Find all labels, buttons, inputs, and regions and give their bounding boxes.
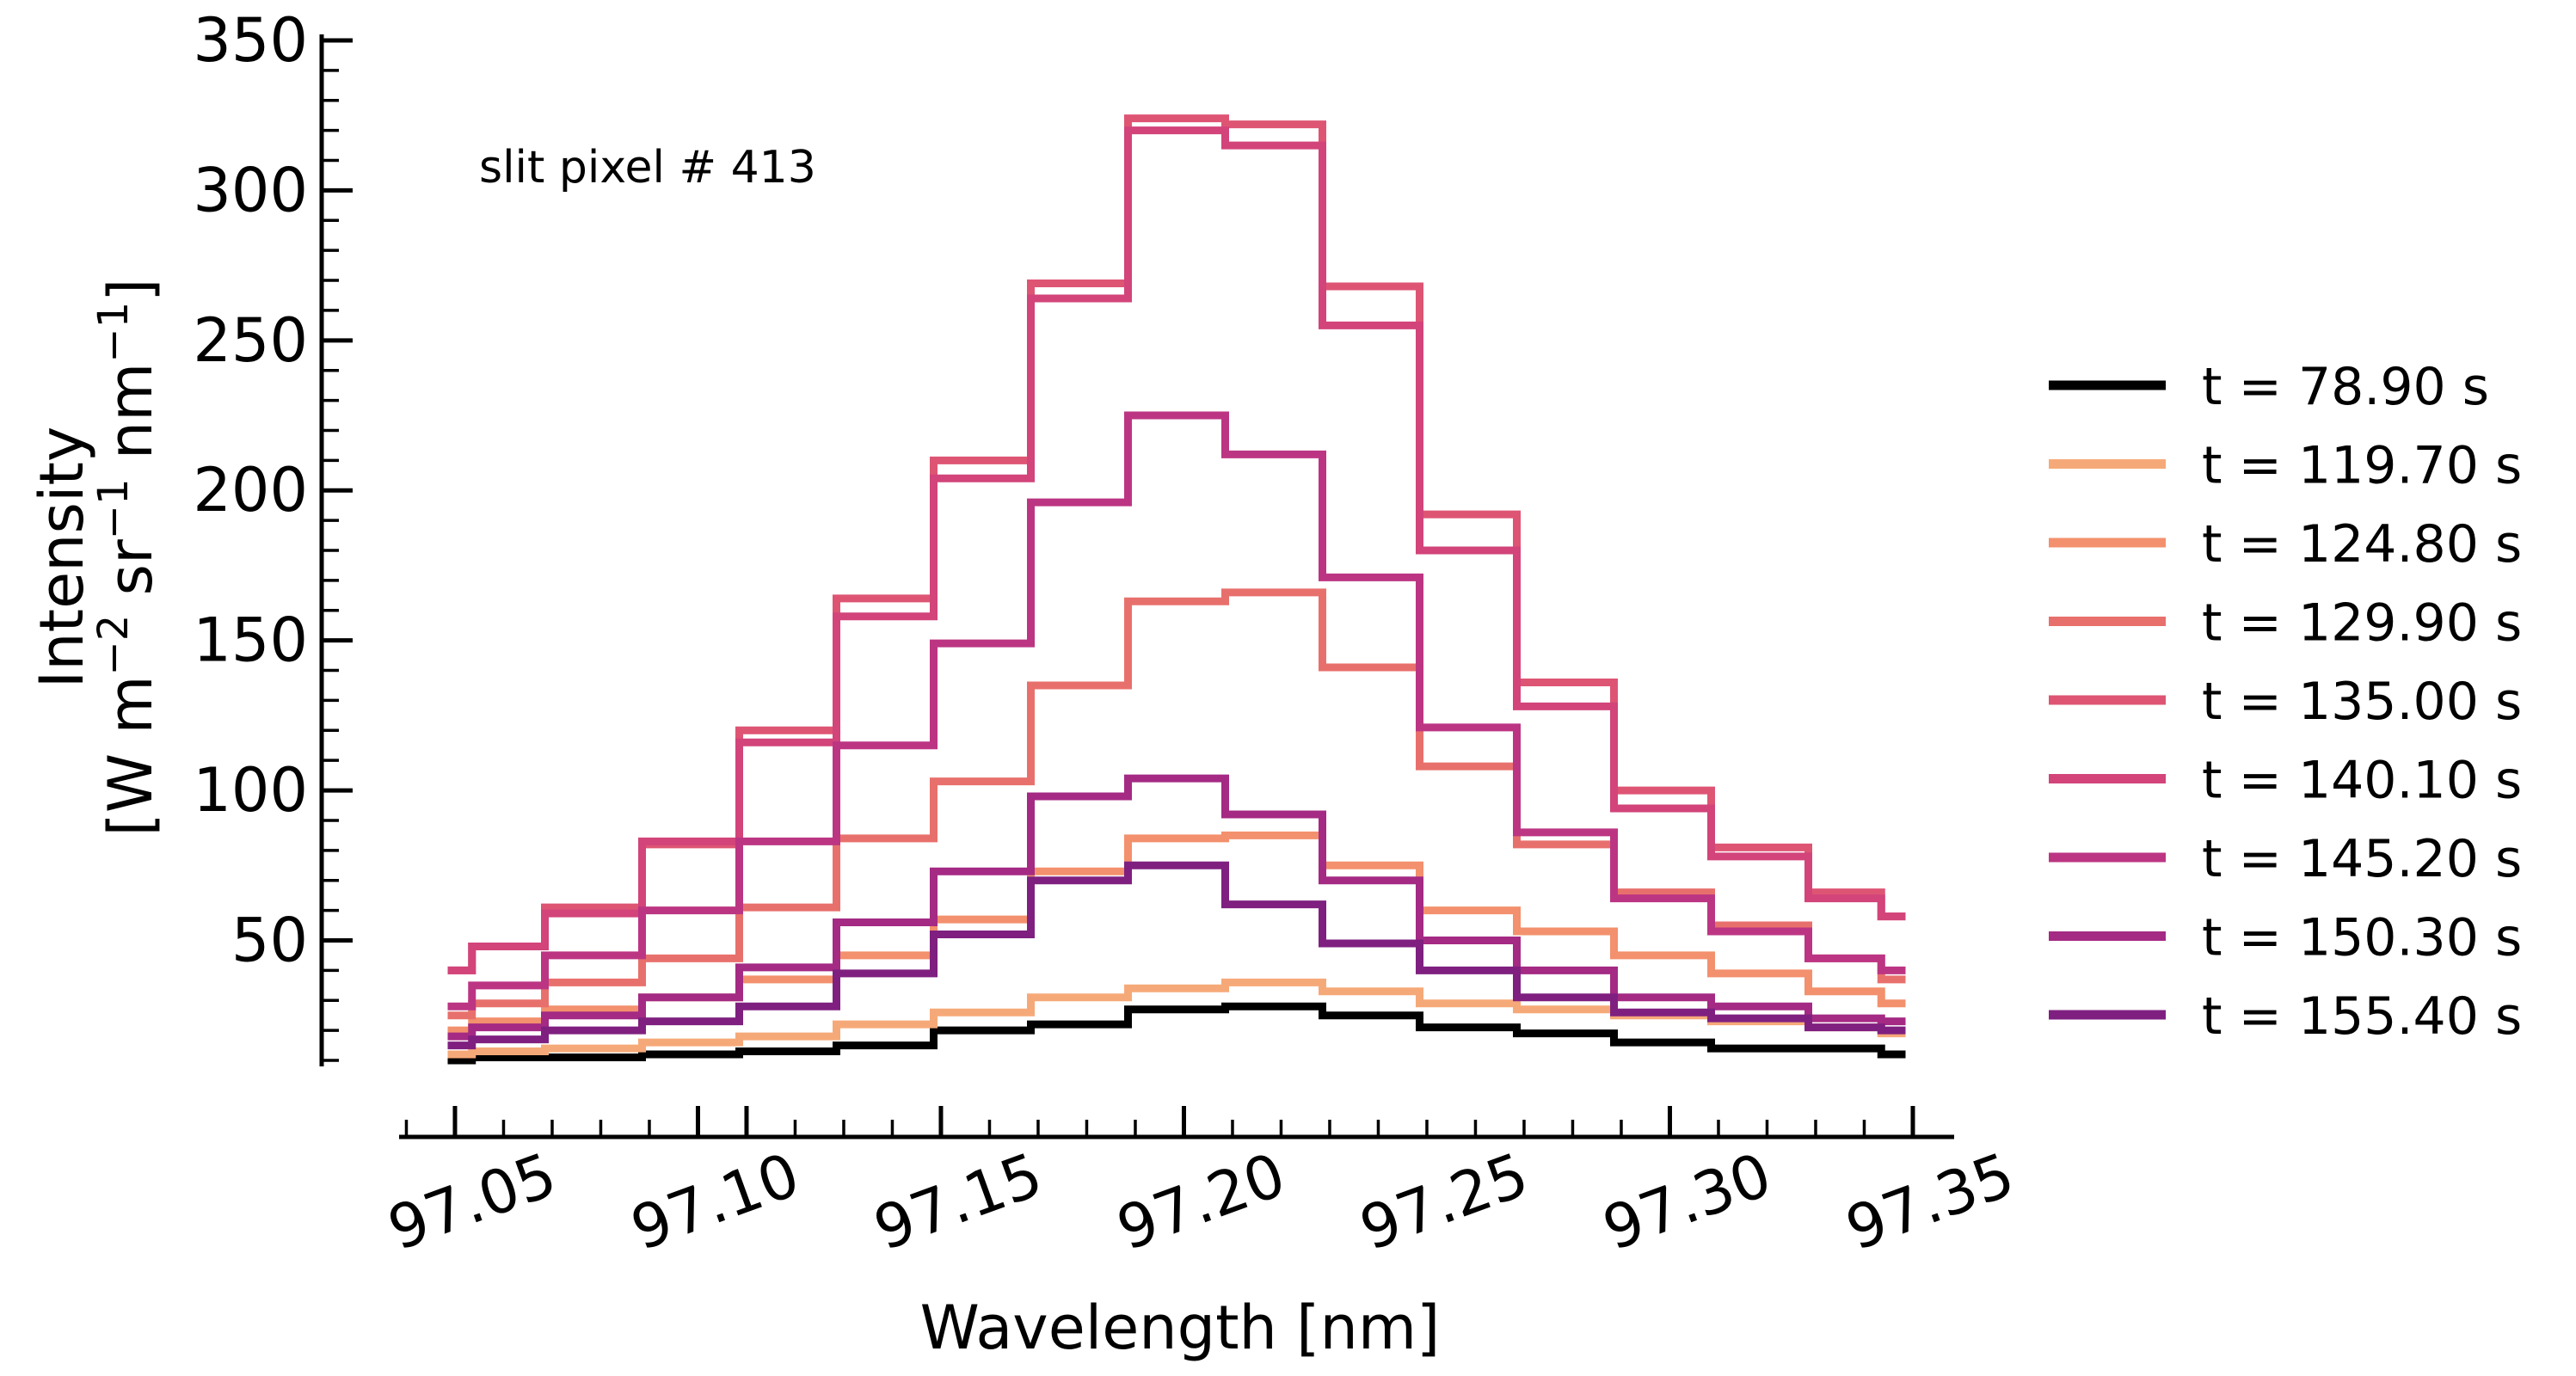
y-tick-label: 50 [231,905,308,975]
series-layer [447,114,1906,1065]
x-axis: 97.05 97.10 97.15 97.20 97.25 97.30 97.35 [379,1106,2023,1264]
legend-label-5: t = 140.10 s [2202,751,2522,811]
y-tick-label: 100 [193,755,308,826]
slit-pixel-annotation: slit pixel # 413 [479,142,816,194]
series-line-5 [447,126,1906,974]
y-tick-label: 250 [193,305,308,376]
x-tick-label: 97.20 [1108,1140,1294,1265]
legend-label-2: t = 124.80 s [2202,514,2522,574]
legend-label-8: t = 155.40 s [2202,986,2522,1047]
series-line-0 [447,1002,1906,1065]
x-tick-label: 97.15 [865,1140,1051,1265]
x-tick-label: 97.10 [622,1140,808,1265]
legend-label-4: t = 135.00 s [2202,672,2522,732]
y-axis: 50 100 150 200 250 300 350 [193,5,353,1066]
y-axis-title-line1: Intensity [27,427,97,689]
x-tick-label: 97.35 [1837,1140,2023,1265]
y-axis-title-line2: [W m−2 sr−1 nm−1] [89,279,166,837]
legend-label-0: t = 78.90 s [2202,357,2489,417]
y-tick-label: 350 [193,5,308,76]
series-line-7 [447,774,1906,1041]
legend-label-6: t = 145.20 s [2202,829,2522,889]
x-tick-label: 97.30 [1594,1140,1780,1265]
x-axis-title: Wavelength [nm] [920,1293,1441,1363]
y-tick-label: 150 [193,605,308,676]
series-line-8 [447,861,1906,1050]
x-tick-label: 97.05 [379,1140,565,1265]
legend-label-7: t = 150.30 s [2202,908,2522,968]
legend-label-1: t = 119.70 s [2202,436,2522,496]
legend: t = 78.90 s t = 119.70 s t = 124.80 s t = 1… [2049,357,2522,1047]
y-tick-label: 300 [193,155,308,225]
series-line-6 [447,411,1906,1010]
legend-label-3: t = 129.90 s [2202,593,2522,654]
x-tick-label: 97.25 [1351,1140,1537,1265]
y-tick-label: 200 [193,455,308,525]
